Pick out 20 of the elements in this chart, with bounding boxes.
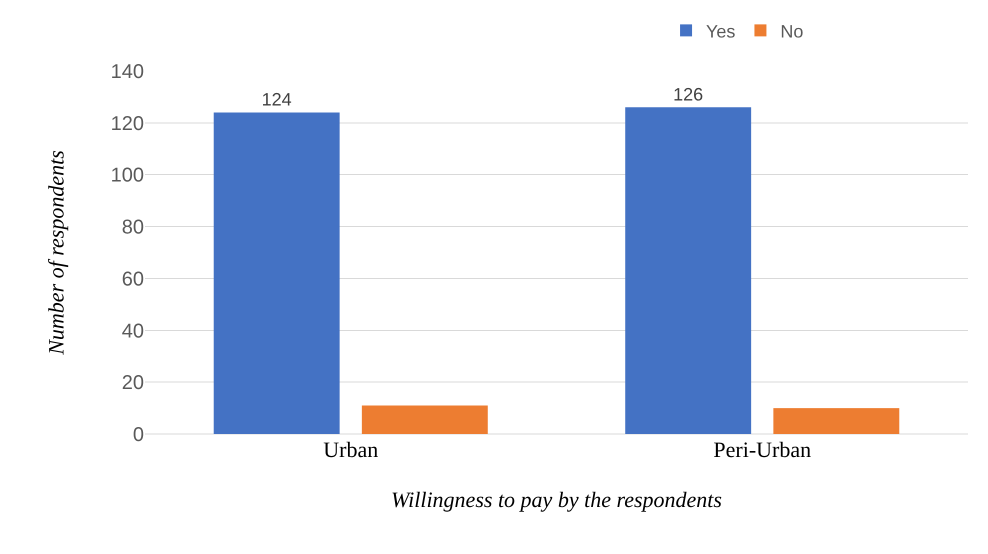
- y-tick-label: 40: [122, 320, 144, 342]
- y-tick-label: 0: [132, 424, 144, 446]
- y-tick-label: 80: [122, 216, 144, 239]
- data-label: 124: [262, 89, 292, 110]
- y-tick-label: 60: [122, 268, 144, 290]
- y-axis-title: Number of respondents: [43, 150, 68, 356]
- y-tick-label: 100: [110, 164, 144, 187]
- x-tick-label: Peri-Urban: [713, 437, 812, 462]
- bar: [362, 405, 488, 434]
- bar: [214, 112, 340, 434]
- legend-label: No: [780, 21, 804, 42]
- y-tick-label: 140: [110, 61, 144, 83]
- legend-label: Yes: [706, 21, 736, 42]
- y-tick-label: 120: [110, 112, 144, 135]
- x-tick-label: Urban: [323, 437, 378, 462]
- bar: [773, 408, 900, 434]
- data-label: 126: [673, 84, 704, 104]
- y-tick-label: 20: [122, 372, 144, 394]
- bar: [625, 107, 752, 434]
- x-axis-title: Willingness to pay by the respondents: [391, 486, 722, 512]
